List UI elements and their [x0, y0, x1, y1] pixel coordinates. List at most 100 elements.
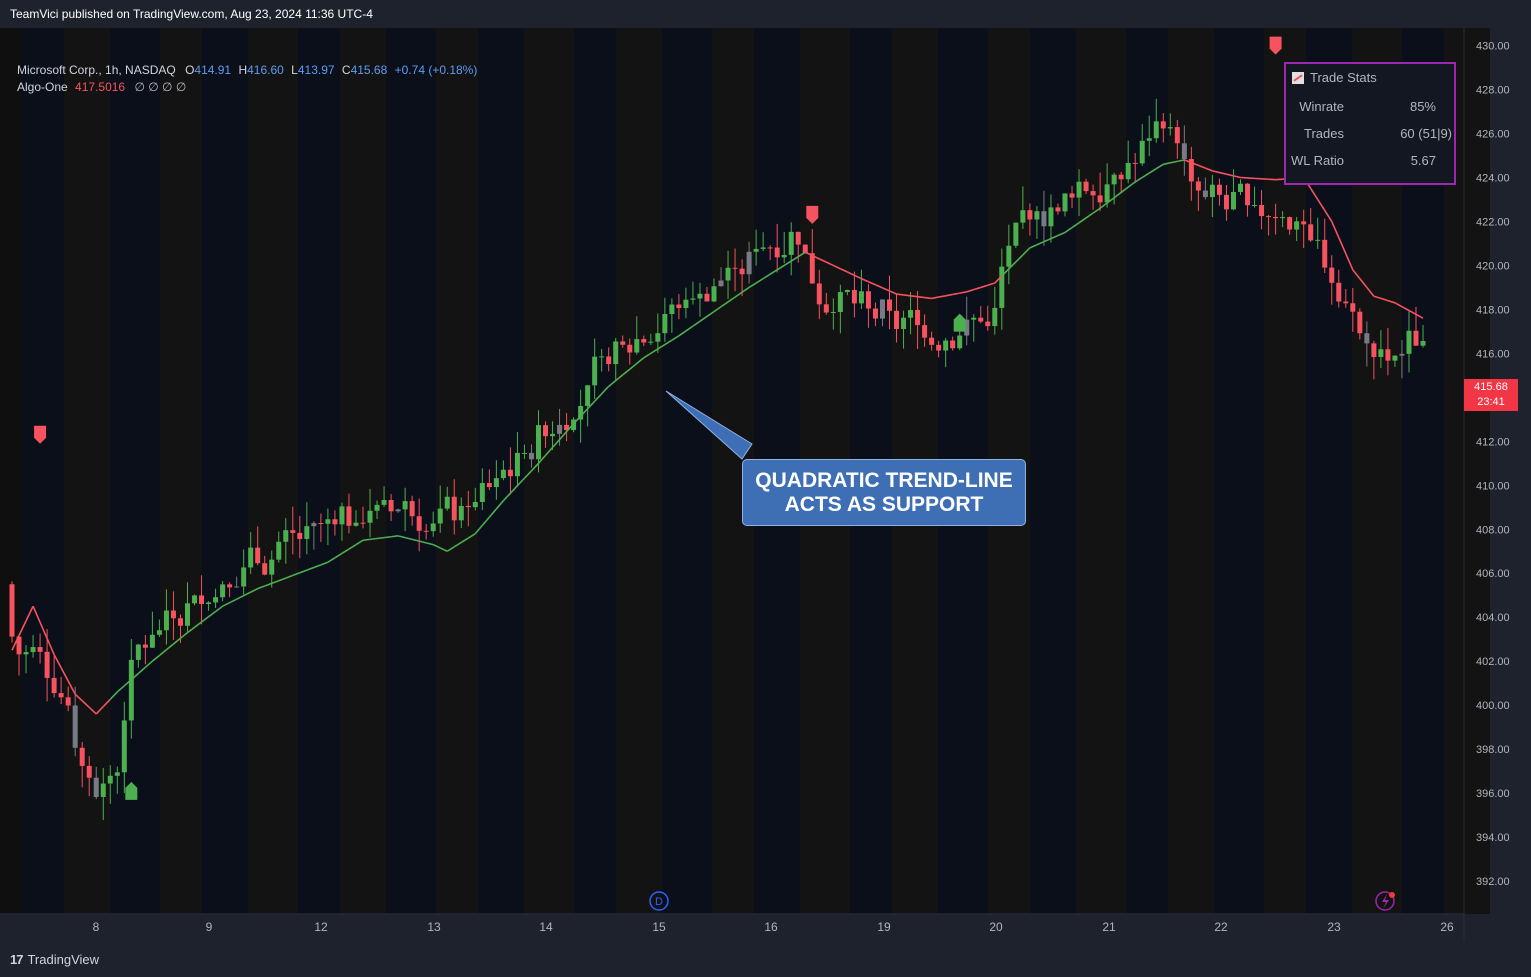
- session-band: [1214, 28, 1264, 914]
- trend-segment: [980, 284, 989, 289]
- candle-body: [795, 231, 801, 245]
- trend-segment: [495, 500, 505, 510]
- trend-segment: [1317, 199, 1326, 211]
- candle-body: [346, 506, 352, 526]
- trend-segment: [931, 296, 939, 300]
- candle-body: [149, 634, 155, 648]
- candle-body: [725, 267, 731, 281]
- trend-segment: [558, 431, 568, 441]
- trend-segment: [1373, 295, 1382, 300]
- y-tick-label: 420.00: [1476, 260, 1510, 272]
- indicator-name[interactable]: Algo-One: [17, 80, 68, 94]
- candle-body: [599, 356, 605, 358]
- trend-segment: [236, 594, 245, 600]
- candle-body: [1259, 205, 1265, 217]
- alert-icon[interactable]: [1375, 891, 1395, 911]
- candlestick-chart[interactable]: 430.00 428.00 426.00 424.00 422.00 420.00 418.…: [0, 28, 1531, 942]
- candle-body: [564, 424, 570, 431]
- trend-segment: [1092, 207, 1101, 214]
- candle-body: [1209, 184, 1215, 198]
- candle-body: [662, 314, 668, 334]
- y-tick-label: 402.00: [1476, 656, 1510, 668]
- trend-segment: [650, 348, 659, 355]
- trend-segment: [474, 524, 483, 535]
- indicator-value: 417.5016: [75, 80, 126, 94]
- tradingview-logo[interactable]: 17 TradingView: [10, 952, 99, 967]
- candle-body: [1322, 239, 1328, 268]
- y-tick-label: 404.00: [1476, 612, 1510, 624]
- candle-body: [1294, 221, 1300, 230]
- y-tick-label: 422.00: [1476, 216, 1510, 228]
- candle-body: [557, 424, 563, 434]
- candle-body: [1097, 195, 1103, 203]
- candle-body: [114, 772, 120, 776]
- candle-body: [1308, 224, 1314, 241]
- trend-segment: [299, 569, 308, 574]
- annotation-callout[interactable]: QUADRATIC TREND-LINE ACTS AS SUPPORT: [742, 459, 1026, 526]
- candle-body: [192, 595, 198, 604]
- candle-body: [585, 385, 591, 406]
- trend-segment: [60, 667, 69, 682]
- trend-segment: [369, 537, 378, 541]
- candle-body: [1013, 222, 1019, 246]
- trend-segment: [1310, 188, 1319, 200]
- trend-segment: [797, 251, 806, 258]
- candle-body: [65, 697, 71, 706]
- ohlc-row: Microsoft Corp., 1h, NASDAQ O414.91 H416…: [17, 62, 477, 79]
- candle-body: [718, 280, 724, 287]
- dividend-marker[interactable]: D: [649, 891, 669, 911]
- trend-segment: [187, 626, 196, 634]
- candle-body: [1104, 184, 1110, 203]
- trend-segment: [243, 591, 252, 597]
- trend-segment: [1415, 313, 1424, 319]
- candle-body: [992, 307, 998, 327]
- trend-segment: [172, 637, 181, 645]
- candle-body: [388, 500, 394, 512]
- trend-segment: [734, 291, 743, 298]
- candle-body: [9, 584, 15, 637]
- candle-body: [865, 291, 871, 309]
- candle-body: [1167, 127, 1173, 129]
- candle-body: [93, 777, 99, 797]
- trend-segment: [1219, 171, 1227, 175]
- candle-body: [1076, 181, 1082, 198]
- candle-body: [901, 317, 907, 329]
- candle-body: [690, 298, 696, 300]
- candle-body: [1146, 138, 1152, 141]
- indicator-row: Algo-One 417.5016 ∅ ∅ ∅ ∅: [17, 79, 477, 96]
- trend-segment: [910, 294, 918, 298]
- trend-segment: [502, 492, 512, 502]
- trend-segment: [67, 680, 76, 695]
- trend-segment: [706, 310, 715, 318]
- candle-body: [1034, 211, 1040, 220]
- session-band: [22, 28, 64, 914]
- candle-body: [521, 452, 527, 454]
- trend-segment: [137, 666, 146, 675]
- candle-body: [156, 630, 162, 635]
- trend-segment: [81, 700, 90, 708]
- trend-segment: [832, 264, 841, 270]
- trend-segment: [1057, 231, 1066, 237]
- trend-segment: [376, 536, 385, 540]
- candle-body: [788, 231, 794, 255]
- candle-body: [851, 289, 857, 304]
- candle-body: [185, 603, 190, 626]
- session-band: [662, 28, 712, 914]
- trend-segment: [748, 282, 757, 289]
- candle-body: [1315, 239, 1321, 241]
- dividend-label: D: [655, 896, 663, 908]
- sell-signal-icon: [1269, 36, 1282, 55]
- trend-segment: [769, 269, 778, 275]
- candle-body: [613, 341, 619, 365]
- trend-segment: [608, 380, 617, 387]
- stats-key: Trades: [1304, 126, 1344, 141]
- y-tick-label: 400.00: [1476, 700, 1510, 712]
- y-tick-label: 418.00: [1476, 304, 1510, 316]
- candle-body: [437, 508, 443, 524]
- chart-pane[interactable]: 430.00 428.00 426.00 424.00 422.00 420.00 418.…: [0, 28, 1531, 942]
- symbol-label[interactable]: Microsoft Corp., 1h, NASDAQ: [17, 63, 176, 77]
- trend-segment: [1085, 212, 1094, 219]
- trend-segment: [1184, 159, 1192, 164]
- trend-segment: [1331, 221, 1340, 238]
- trend-segment: [208, 610, 217, 618]
